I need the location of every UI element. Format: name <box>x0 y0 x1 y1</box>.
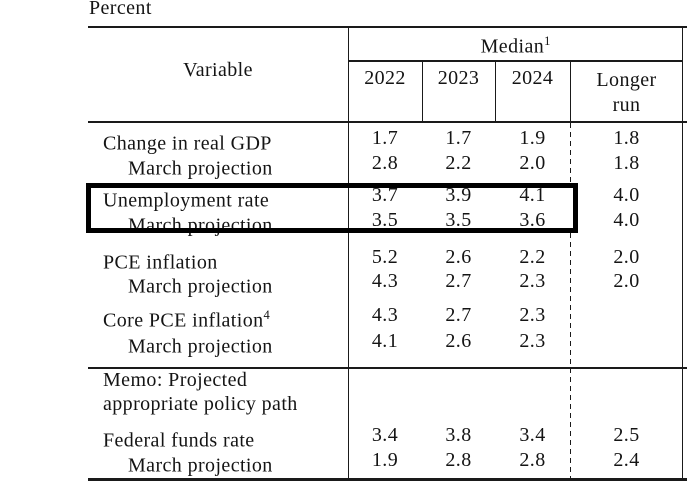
value-cell-longer-run: 1.8 <box>613 127 640 149</box>
row-label: PCE inflation <box>88 247 348 273</box>
row-label-text: March projection <box>128 275 273 298</box>
divider-next-column-group <box>682 27 683 481</box>
divider-header-2022-2023 <box>422 61 423 121</box>
value-cell-2024: 2.8 <box>519 449 546 471</box>
value-cell-2022: 3.7 <box>371 184 399 206</box>
value-cell-longer-run <box>570 305 683 331</box>
row-label: March projection <box>88 153 348 179</box>
row-label-text: PCE inflation <box>103 251 218 274</box>
value-cell-longer-run: 1.8 <box>613 152 640 174</box>
longer-run-header: Longer run <box>570 68 683 118</box>
row-label: Federal funds rate <box>88 425 348 451</box>
divider-header-2023-2024 <box>495 61 496 121</box>
table-row-federal-funds-rate: Federal funds rate 3.4 3.8 3.4 2.5 <box>88 425 683 451</box>
value-cell-2022: 4.3 <box>371 270 399 292</box>
median-group-header: Median1 <box>348 31 683 57</box>
value-cell-longer-run <box>570 331 683 357</box>
row-label: Change in real GDP <box>88 128 348 154</box>
table-row-pce-inflation: PCE inflation 5.2 2.6 2.2 2.0 <box>88 247 683 273</box>
rule-bottom <box>88 478 687 481</box>
value-cell-longer-run: 4.0 <box>613 184 640 206</box>
rule-above-memo <box>88 367 687 369</box>
rule-header-bottom <box>88 121 687 123</box>
footnote-marker: 4 <box>263 308 270 322</box>
row-label-text: Unemployment rate <box>103 189 270 212</box>
value-cell-2023: 2.6 <box>445 330 472 352</box>
row-label: March projection <box>88 331 348 357</box>
row-label: Core PCE inflation4 <box>88 305 348 331</box>
value-cell-2024: 2.3 <box>519 304 546 326</box>
table-row-gdp-march: March projection 2.8 2.2 2.0 1.8 <box>88 153 683 179</box>
value-cell-2023: 3.5 <box>445 209 472 231</box>
variable-header-label: Variable <box>183 59 253 81</box>
table-row-core-pce-inflation-march: March projection 4.1 2.6 2.3 <box>88 331 683 357</box>
value-cell-2022: 3.5 <box>371 209 399 231</box>
value-cell-longer-run: 2.0 <box>613 246 640 268</box>
median-header-label: Median <box>480 35 545 58</box>
value-cell-2024: 2.3 <box>519 330 546 352</box>
median-footnote-marker: 1 <box>544 34 551 48</box>
value-cell-2022: 1.9 <box>371 449 399 471</box>
longer-run-header-line1: Longer <box>596 69 657 91</box>
year-header-2023: 2023 <box>437 67 480 89</box>
row-label: Unemployment rate <box>88 185 348 211</box>
unit-label: Percent <box>89 0 152 19</box>
row-label-text: Core PCE inflation <box>103 309 264 332</box>
value-cell-2023: 2.6 <box>445 246 472 268</box>
row-label-text: March projection <box>128 454 273 477</box>
rule-top <box>88 26 687 28</box>
value-cell-2022: 2.8 <box>371 152 399 174</box>
value-cell-longer-run: 2.5 <box>613 424 640 446</box>
table-row-gdp: Change in real GDP 1.7 1.7 1.9 1.8 <box>88 128 683 154</box>
value-cell-longer-run: 2.0 <box>613 270 640 292</box>
value-cell-2023: 1.7 <box>445 127 472 149</box>
value-cell-2022: 3.4 <box>371 424 399 446</box>
rule-under-median <box>348 60 683 62</box>
value-cell-2023: 2.2 <box>445 152 472 174</box>
value-cell-2024: 2.0 <box>519 152 546 174</box>
year-header-2022: 2022 <box>364 67 406 89</box>
row-label-text: March projection <box>128 335 273 358</box>
dashed-divider-lower <box>570 233 571 478</box>
row-label: March projection <box>88 271 348 297</box>
value-cell-2024: 2.3 <box>519 270 546 292</box>
memo-line1: Memo: Projected <box>103 369 248 391</box>
longer-run-header-line2: run <box>612 94 641 116</box>
value-cell-2024: 3.6 <box>519 209 546 231</box>
row-label: March projection <box>88 450 348 476</box>
value-cell-2023: 2.8 <box>445 449 472 471</box>
memo-section-label: Memo: Projected appropriate policy path <box>103 368 353 416</box>
value-cell-longer-run: 2.4 <box>613 449 640 471</box>
value-cell-2024: 2.2 <box>519 246 546 268</box>
dashed-divider-upper <box>570 123 571 183</box>
value-cell-2022: 4.1 <box>371 330 399 352</box>
value-cell-2024: 1.9 <box>519 127 546 149</box>
year-header-2024: 2024 <box>511 67 554 89</box>
value-cell-longer-run: 4.0 <box>613 209 640 231</box>
divider-variable-column <box>348 26 349 478</box>
divider-header-2024-longer-run <box>570 61 571 121</box>
table-row-federal-funds-rate-march: March projection 1.9 2.8 2.8 2.4 <box>88 450 683 476</box>
value-cell-2024: 4.1 <box>519 184 546 206</box>
variable-column-header: Variable <box>88 60 348 80</box>
value-cell-2023: 3.9 <box>445 184 472 206</box>
value-cell-2024: 3.4 <box>519 424 546 446</box>
value-cell-2022: 4.3 <box>371 304 399 326</box>
row-label-text: March projection <box>128 157 273 180</box>
row-label-text: Federal funds rate <box>103 429 255 452</box>
table-row-unemployment: Unemployment rate 3.7 3.9 4.1 4.0 <box>88 185 683 211</box>
value-cell-2023: 2.7 <box>445 304 472 326</box>
value-cell-2022: 1.7 <box>371 127 399 149</box>
table-row-core-pce-inflation: Core PCE inflation4 4.3 2.7 2.3 <box>88 305 683 331</box>
value-cell-2023: 2.7 <box>445 270 472 292</box>
row-label-text: Change in real GDP <box>103 132 272 155</box>
value-cell-2023: 3.8 <box>445 424 472 446</box>
highlight-box <box>86 183 578 233</box>
memo-line2: appropriate policy path <box>103 393 298 415</box>
value-cell-2022: 5.2 <box>371 246 399 268</box>
table-row-pce-inflation-march: March projection 4.3 2.7 2.3 2.0 <box>88 271 683 297</box>
